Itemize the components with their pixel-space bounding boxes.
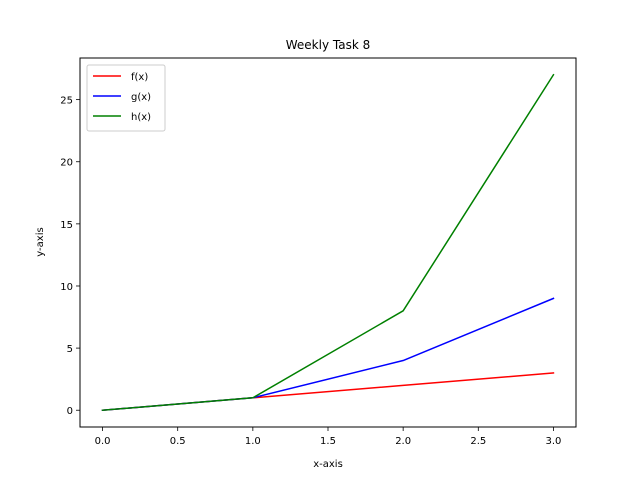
y-tick-label: 25 [60, 96, 73, 107]
chart-title: Weekly Task 8 [286, 38, 370, 52]
legend-box [86, 64, 166, 132]
legend-label: h(x) [131, 112, 151, 123]
x-axis-ticks: 0.0 0.5 1.0 1.5 2.0 2.5 3.0 [95, 427, 562, 447]
x-tick-label: 0.0 [95, 436, 111, 447]
x-tick-label: 1.5 [320, 436, 336, 447]
x-axis-label: x-axis [313, 459, 343, 470]
y-axis-label: y-axis [35, 227, 46, 256]
x-tick-label: 0.5 [170, 436, 186, 447]
legend-label: g(x) [131, 92, 151, 103]
legend: f(x) g(x) h(x) [86, 64, 166, 132]
y-tick-label: 15 [60, 220, 73, 231]
x-tick-label: 1.0 [245, 436, 261, 447]
series-layer [101, 73, 555, 412]
y-tick-label: 20 [60, 158, 73, 169]
y-axis-ticks: 0 5 10 15 20 25 [60, 96, 80, 417]
series-line-3 [101, 73, 555, 412]
y-tick-label: 0 [67, 406, 73, 417]
x-tick-label: 2.5 [470, 436, 486, 447]
y-tick-label: 5 [67, 344, 73, 355]
x-tick-label: 2.0 [395, 436, 411, 447]
legend-label: f(x) [131, 72, 148, 83]
x-tick-label: 3.0 [546, 436, 562, 447]
y-tick-label: 10 [60, 282, 73, 293]
